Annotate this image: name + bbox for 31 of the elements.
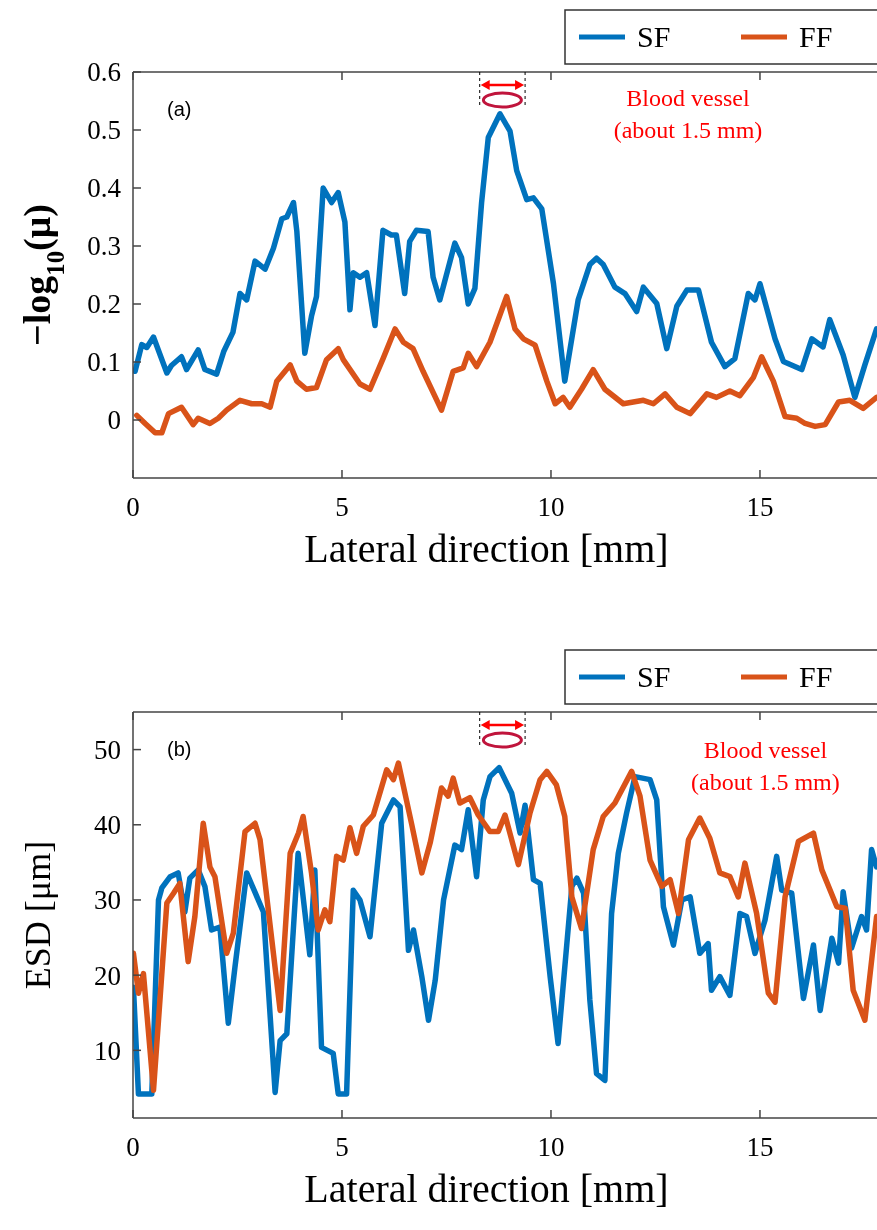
legend-label: SF — [637, 660, 671, 693]
annotation: Blood vessel (about 1.5 mm) — [613, 85, 763, 143]
x-tick-label: 0 — [126, 1132, 140, 1162]
y-tick-label: 50 — [94, 735, 121, 766]
y-tick-label: 0 — [107, 405, 121, 436]
x-tick-label: 15 — [746, 492, 774, 522]
y-tick-label: 30 — [94, 885, 121, 916]
x-tick-label: 5 — [335, 1132, 349, 1162]
legend-label: FF — [799, 660, 833, 693]
y-tick-label: 20 — [94, 960, 121, 991]
x-tick-label: 10 — [537, 1132, 565, 1162]
x-tick-label: 5 — [335, 492, 349, 522]
y-tick-label: 0.5 — [87, 115, 121, 146]
annotation: (a) — [167, 98, 192, 120]
y-tick-label: 10 — [94, 1035, 121, 1066]
x-tick-label: 15 — [746, 1132, 774, 1162]
legend-label: FF — [799, 20, 833, 53]
annotation: Blood vessel (about 1.5 mm) — [691, 737, 840, 795]
x-axis-title: Lateral direction [mm] — [304, 1166, 669, 1211]
x-axis-title: Lateral direction [mm] — [304, 526, 669, 571]
y-tick-label: 0.1 — [87, 347, 121, 378]
y-tick-label: 0.3 — [87, 231, 121, 262]
y-tick-label: 0.6 — [87, 57, 121, 88]
y-tick-label: 0.2 — [87, 289, 121, 320]
x-tick-label: 10 — [537, 492, 565, 522]
annotation: (b) — [167, 738, 192, 760]
y-tick-label: 0.4 — [87, 173, 122, 204]
legend-label: SF — [637, 20, 671, 53]
y-tick-label: 40 — [94, 810, 121, 841]
x-tick-label: 0 — [126, 492, 140, 522]
y-axis-title: ESD [μm] — [18, 840, 58, 990]
